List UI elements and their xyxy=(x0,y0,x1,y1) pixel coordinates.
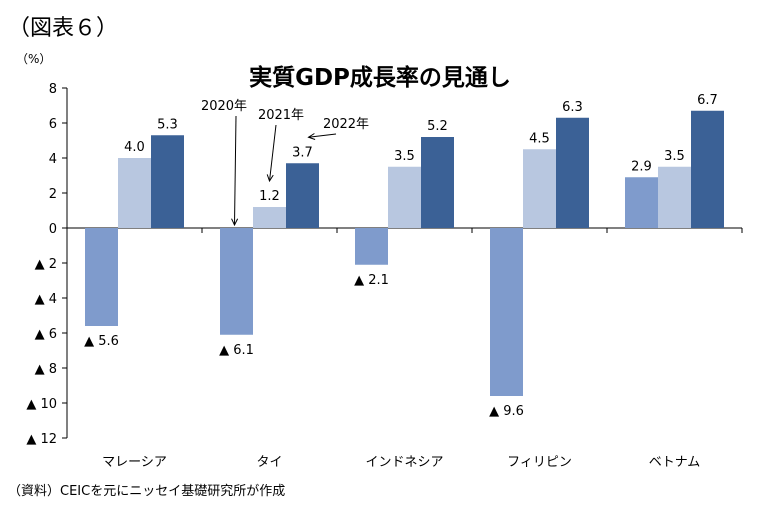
data-label: 5.3 xyxy=(157,117,178,132)
y-tick-label: 0 xyxy=(49,222,57,237)
data-label: ▲ 2.1 xyxy=(354,273,389,288)
data-label: 2.9 xyxy=(631,159,652,174)
y-tick-label: 4 xyxy=(49,152,57,167)
y-axis-unit: （%） xyxy=(16,52,52,66)
source-note: （資料）CEICを元にニッセイ基礎研究所が作成 xyxy=(8,484,286,499)
bar xyxy=(118,158,151,228)
bar xyxy=(286,163,319,228)
series-annotation: 2020年 xyxy=(201,99,247,114)
chart-title: 実質GDP成長率の見通し xyxy=(249,65,511,91)
bar xyxy=(490,228,523,396)
data-label: ▲ 9.6 xyxy=(489,404,524,419)
bar xyxy=(691,110,724,228)
y-tick-label: 8 xyxy=(49,82,57,97)
data-label: ▲ 6.1 xyxy=(219,343,254,358)
y-tick-label: 6 xyxy=(49,117,57,132)
bar xyxy=(253,207,286,228)
x-category-label: タイ xyxy=(256,455,282,470)
y-tick-label: ▲ 4 xyxy=(35,292,57,307)
bar xyxy=(523,149,556,228)
bar xyxy=(421,137,454,228)
y-tick-label: 2 xyxy=(49,187,57,202)
y-tick-label: ▲ 6 xyxy=(35,327,57,342)
data-label: 3.5 xyxy=(394,149,415,164)
annotation-leader-line xyxy=(308,133,337,138)
series-annotation: 2022年 xyxy=(323,117,369,132)
annotation-leader-line xyxy=(269,124,277,182)
data-label: 6.3 xyxy=(562,100,583,115)
x-category-label: ベトナム xyxy=(649,455,701,470)
bar xyxy=(658,166,691,228)
y-tick-label: ▲ 12 xyxy=(26,432,57,447)
data-label: 5.2 xyxy=(427,119,448,134)
bar xyxy=(151,135,184,228)
x-category-label: マレーシア xyxy=(102,455,167,470)
annotation-arrowhead xyxy=(266,174,274,183)
data-label: 1.2 xyxy=(259,189,280,204)
data-label: 4.5 xyxy=(529,131,550,146)
data-label: 4.0 xyxy=(124,140,145,155)
bar xyxy=(625,177,658,228)
bar xyxy=(220,228,253,335)
bar xyxy=(388,166,421,228)
y-tick-label: ▲ 10 xyxy=(26,397,57,412)
y-tick-label: ▲ 8 xyxy=(35,362,57,377)
data-label: 6.7 xyxy=(697,93,718,108)
y-tick-label: ▲ 2 xyxy=(35,257,57,272)
x-category-label: フィリピン xyxy=(507,455,572,470)
data-label: 3.7 xyxy=(292,145,313,160)
bar xyxy=(85,228,118,326)
annotation-arrowhead xyxy=(307,133,316,141)
data-label: 3.5 xyxy=(664,149,685,164)
annotation-arrowhead xyxy=(231,218,239,227)
bar xyxy=(355,228,388,265)
annotation-leader-line xyxy=(234,115,237,226)
x-category-label: インドネシア xyxy=(365,455,443,470)
data-label: ▲ 5.6 xyxy=(84,334,119,349)
figure-label: （図表６） xyxy=(8,16,119,41)
bar xyxy=(556,117,589,228)
series-annotation: 2021年 xyxy=(258,108,304,123)
